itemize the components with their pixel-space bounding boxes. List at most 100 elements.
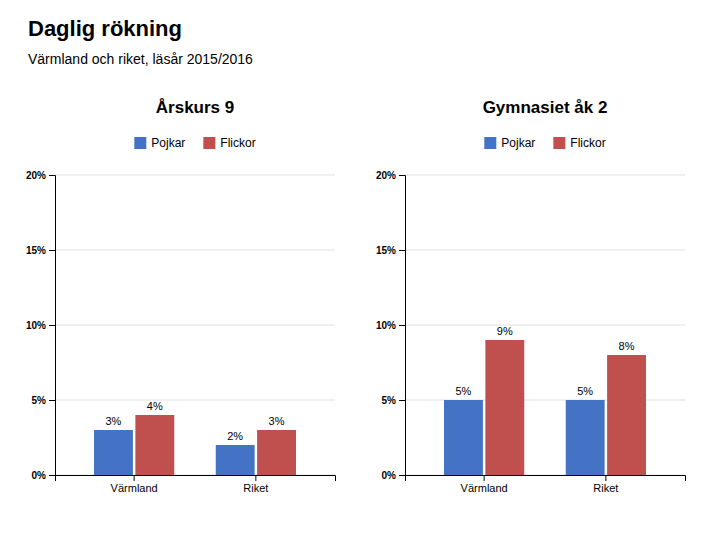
- legend-item: Pojkar: [134, 136, 185, 150]
- tick: 5%: [32, 395, 55, 406]
- tick-label: 0%: [382, 470, 397, 481]
- subtitle: Värmland och riket, läsår 2015/2016: [28, 51, 253, 67]
- data-label: 2%: [227, 430, 243, 442]
- bars: [444, 340, 646, 475]
- tick: 15%: [376, 245, 405, 256]
- data-label: 8%: [619, 340, 635, 352]
- tick-label: 15%: [376, 245, 396, 256]
- chart-panel: 0% 5% 10% 15% 20% Värmland Riket 3% 2% 4% 3% Årskur…: [26, 98, 336, 494]
- tick: 10%: [26, 320, 55, 331]
- tick-label: 15%: [26, 245, 46, 256]
- tick: 10%: [376, 320, 405, 331]
- legend-item: Flickor: [203, 136, 255, 150]
- tick-mark: [399, 325, 405, 326]
- legend-swatch: [553, 137, 565, 149]
- legend-label: Flickor: [570, 136, 605, 150]
- y-axis: 0% 5% 10% 15% 20%: [376, 170, 406, 481]
- tick-mark: [134, 475, 135, 481]
- tick-label: 5%: [32, 395, 47, 406]
- grid-line: [55, 400, 335, 401]
- legend-swatch: [484, 137, 496, 149]
- tick-mark: [399, 175, 405, 176]
- tick-label: 0%: [32, 470, 47, 481]
- tick-mark: [605, 475, 606, 481]
- legend: Pojkar Flickor: [134, 136, 255, 150]
- tick: 0%: [382, 470, 405, 481]
- tick-mark: [49, 475, 55, 476]
- data-label: 9%: [497, 325, 513, 337]
- tick: 20%: [26, 170, 55, 181]
- chart-title: Gymnasiet åk 2: [483, 98, 608, 117]
- tick-mark: [399, 475, 405, 476]
- data-label: 4%: [147, 400, 163, 412]
- x-axis: Värmland Riket: [56, 475, 336, 494]
- tick: Värmland: [461, 475, 508, 494]
- data-label: 3%: [105, 415, 121, 427]
- tick-mark: [49, 325, 55, 326]
- tick-mark: [49, 175, 55, 176]
- bars: [94, 415, 296, 475]
- bar: [94, 430, 133, 475]
- grid-line: [405, 325, 685, 326]
- bar: [257, 430, 296, 475]
- tick-label: 5%: [382, 395, 397, 406]
- legend-label: Pojkar: [501, 136, 535, 150]
- axis-line: [406, 476, 686, 482]
- tick-label: Värmland: [111, 482, 158, 494]
- tick: Riket: [243, 475, 268, 494]
- data-label: 3%: [269, 415, 285, 427]
- bar: [485, 340, 524, 475]
- chart-title: Årskurs 9: [156, 98, 234, 117]
- tick-label: 20%: [26, 170, 46, 181]
- tick-label: 20%: [376, 170, 396, 181]
- tick-mark: [399, 400, 405, 401]
- bar: [566, 400, 605, 475]
- tick: 20%: [376, 170, 405, 181]
- legend-swatch: [203, 137, 215, 149]
- chart-root: Daglig rökning Värmland och riket, läsår …: [0, 0, 720, 540]
- tick: 5%: [382, 395, 405, 406]
- axis-line: [49, 176, 56, 476]
- y-axis: 0% 5% 10% 15% 20%: [26, 170, 56, 481]
- tick: 0%: [32, 470, 55, 481]
- tick: Värmland: [111, 475, 158, 494]
- tick-mark: [49, 250, 55, 251]
- tick-mark: [255, 475, 256, 481]
- tick: 15%: [26, 245, 55, 256]
- tick-label: 10%: [26, 320, 46, 331]
- data-labels: 5% 5% 9% 8%: [455, 325, 634, 397]
- data-labels: 3% 2% 4% 3%: [105, 400, 284, 442]
- x-axis: Värmland Riket: [406, 475, 686, 494]
- legend-label: Pojkar: [151, 136, 185, 150]
- legend-swatch: [134, 137, 146, 149]
- tick-mark: [49, 400, 55, 401]
- legend-item: Flickor: [553, 136, 605, 150]
- tick-label: Riket: [593, 482, 618, 494]
- grid-line: [405, 175, 685, 176]
- tick-mark: [484, 475, 485, 481]
- bar: [607, 355, 646, 475]
- axis-line: [56, 476, 336, 482]
- tick: Riket: [593, 475, 618, 494]
- tick-mark: [399, 250, 405, 251]
- chart-panel: 0% 5% 10% 15% 20% Värmland Riket 5% 5% 9% 8% Gymnas…: [376, 98, 686, 494]
- tick-label: Värmland: [461, 482, 508, 494]
- bar: [216, 445, 255, 475]
- data-label: 5%: [577, 385, 593, 397]
- title: Daglig rökning: [28, 16, 182, 41]
- legend-item: Pojkar: [484, 136, 535, 150]
- legend-label: Flickor: [220, 136, 255, 150]
- grid-line: [55, 250, 335, 251]
- bar: [135, 415, 174, 475]
- data-label: 5%: [455, 385, 471, 397]
- bar: [444, 400, 483, 475]
- grid-line: [405, 250, 685, 251]
- tick-label: Riket: [243, 482, 268, 494]
- grid: [405, 175, 685, 475]
- tick-label: 10%: [376, 320, 396, 331]
- grid: [55, 175, 335, 475]
- grid-line: [55, 175, 335, 176]
- axis-line: [399, 176, 406, 476]
- legend: Pojkar Flickor: [484, 136, 605, 150]
- grid-line: [55, 325, 335, 326]
